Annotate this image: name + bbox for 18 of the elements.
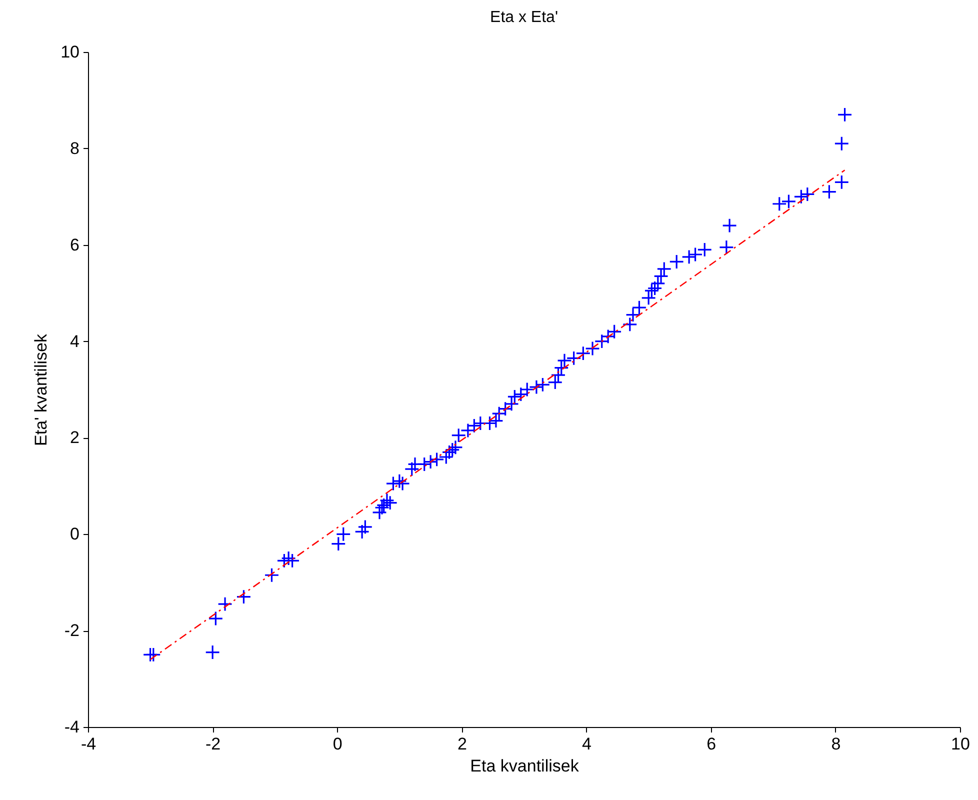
y-tick-label: -4 [64,718,80,736]
x-tick-label: 8 [831,734,841,754]
y-tick-label: 10 [60,42,80,62]
x-axis-title: Eta kvantilisek [470,756,580,776]
y-tick-label: 6 [70,235,80,254]
y-tick-label: 4 [70,332,80,351]
x-tick-label: 6 [706,734,716,754]
x-tick-label: 0 [332,734,342,754]
chart-title: Eta x Eta' [490,9,558,26]
x-tick-label: 10 [951,734,970,754]
y-tick-label: 0 [70,524,80,544]
x-tick-label: 4 [582,734,592,754]
y-tick-label: 2 [70,428,80,448]
x-tick-label: -2 [206,734,221,754]
y-tick-label: 8 [70,138,80,158]
y-axis-title: Eta' kvantilisek [32,334,51,446]
y-tick-label: -2 [64,621,80,640]
x-tick-label: 2 [457,734,467,754]
